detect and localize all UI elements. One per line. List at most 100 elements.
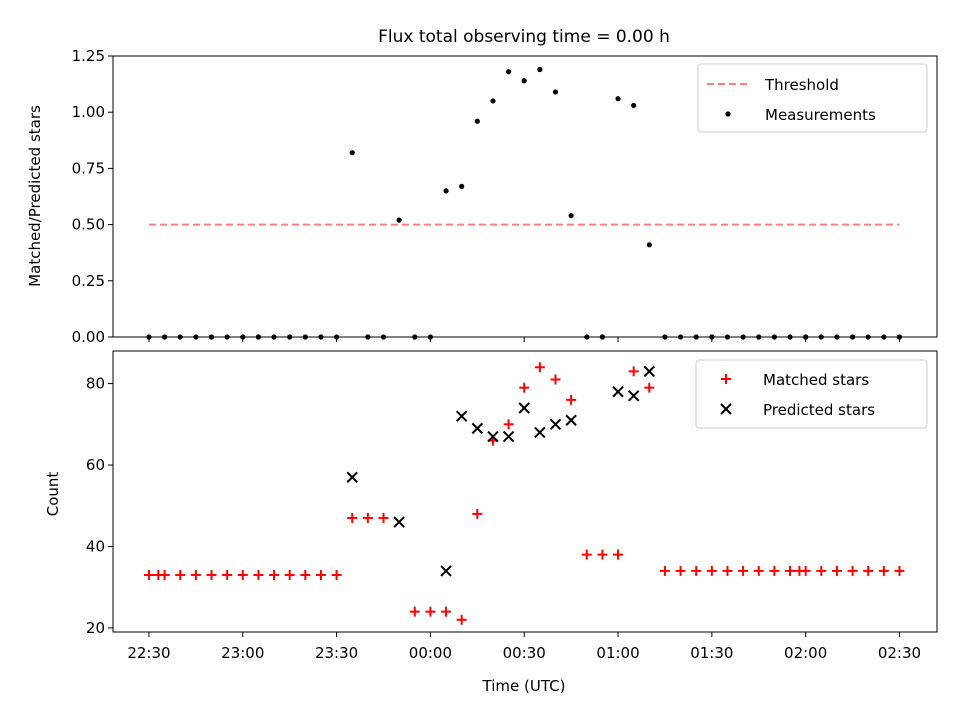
- matched-star-point: [362, 512, 373, 523]
- legend-measurements-label: Measurements: [765, 106, 876, 124]
- measurement-point: [365, 334, 371, 340]
- count-panel: 20 40 60 80 22:30 23:00 23:30 00:00 00:30 01:00 0…: [44, 350, 938, 695]
- ratio-y-axis: 0.00 0.25 0.50 0.75 1.00 1.25: [72, 47, 113, 346]
- measurement-point: [161, 334, 168, 340]
- measurement-point: [646, 242, 652, 248]
- ratio-legend: Threshold Measurements: [697, 63, 928, 133]
- measurement-point: [271, 334, 277, 340]
- matched-star-point: [628, 366, 639, 377]
- measurement-point: [662, 334, 668, 340]
- x-tick-label: 02:30: [878, 644, 921, 662]
- matched-star-point: [300, 569, 311, 580]
- matched-star-point: [347, 512, 358, 523]
- legend-threshold-label: Threshold: [764, 76, 839, 94]
- measurement-point: [896, 334, 903, 340]
- predicted-star-point: [487, 430, 499, 443]
- measurement-point: [193, 334, 199, 340]
- measurement-point: [490, 98, 496, 104]
- matched-stars-series: [143, 362, 905, 625]
- matched-star-point: [550, 374, 561, 385]
- measurement-point: [177, 334, 183, 340]
- ratio-y-tick-label: 1.00: [72, 103, 105, 121]
- x-tick-label: 02:00: [784, 644, 827, 662]
- measurement-point: [724, 334, 731, 340]
- matched-star-point: [441, 606, 452, 617]
- matched-star-point: [878, 565, 889, 576]
- matched-star-point: [753, 565, 764, 576]
- matched-star-point: [769, 565, 780, 576]
- predicted-star-point: [549, 418, 562, 431]
- predicted-star-point: [455, 410, 468, 422]
- measurement-point: [552, 89, 559, 95]
- count-x-axis: 22:30 23:00 23:30 00:00 00:30 01:00 01:30 02:00…: [127, 632, 921, 662]
- matched-star-point: [190, 569, 201, 580]
- measurement-point: [881, 334, 887, 340]
- legend-measurements-marker: [725, 111, 731, 117]
- measurement-point: [427, 334, 434, 340]
- measurement-point: [240, 334, 246, 340]
- measurement-point: [255, 334, 262, 340]
- matched-star-point: [675, 565, 686, 576]
- predicted-star-point: [518, 402, 530, 414]
- measurement-point: [380, 334, 387, 340]
- matched-star-point: [269, 569, 280, 580]
- count-y-tick-label: 80: [86, 375, 105, 393]
- ratio-y-label: Matched/Predicted stars: [26, 105, 44, 287]
- measurement-point: [709, 334, 715, 340]
- measurement-point: [865, 334, 871, 340]
- measurement-point: [537, 66, 543, 73]
- matched-star-point: [456, 614, 467, 625]
- measurement-point: [521, 78, 527, 84]
- matched-star-point: [863, 565, 874, 576]
- x-tick-label: 01:30: [690, 644, 733, 662]
- measurement-point: [287, 334, 293, 340]
- measurement-point: [318, 334, 324, 340]
- measurement-point: [412, 334, 418, 340]
- predicted-star-point: [346, 471, 358, 483]
- measurement-point: [349, 150, 355, 156]
- matched-star-point: [785, 565, 796, 576]
- matched-star-point: [237, 569, 248, 580]
- measurement-point: [615, 96, 621, 102]
- measurement-point: [756, 334, 762, 340]
- ratio-y-tick-label: 0.00: [72, 328, 105, 346]
- matched-star-point: [847, 565, 858, 576]
- measurement-point: [740, 334, 746, 340]
- ratio-y-tick-label: 0.25: [72, 272, 105, 290]
- count-y-tick-label: 60: [86, 456, 105, 474]
- measurement-point: [396, 217, 402, 223]
- matched-star-point: [800, 565, 811, 576]
- measurement-point: [771, 334, 777, 340]
- legend-matched-plus: [721, 374, 731, 384]
- x-axis-label: Time (UTC): [482, 677, 566, 695]
- matched-star-point: [253, 569, 264, 580]
- matched-star-point: [175, 569, 186, 580]
- x-tick-label: 23:30: [315, 644, 358, 662]
- count-legend: Matched stars Predicted stars: [695, 359, 928, 429]
- measurement-point: [146, 334, 152, 340]
- matched-star-point: [315, 569, 326, 580]
- predicted-stars-series: [346, 365, 656, 577]
- matched-star-point: [284, 569, 295, 580]
- predicted-star-point: [643, 365, 656, 378]
- predicted-star-point: [534, 426, 546, 439]
- predicted-star-point: [393, 516, 405, 528]
- measurement-point: [584, 334, 590, 340]
- matched-star-point: [534, 362, 545, 373]
- measurement-point: [631, 102, 637, 109]
- count-y-tick-label: 40: [86, 537, 105, 555]
- count-y-axis: 20 40 60 80: [86, 375, 113, 637]
- predicted-star-point: [502, 430, 515, 443]
- ratio-panel: 0.00 0.25 0.50 0.75 1.00 1.25 Matched/Predict…: [26, 47, 938, 346]
- matched-star-point: [425, 606, 436, 617]
- matched-star-point: [597, 549, 608, 560]
- measurement-point: [818, 334, 824, 340]
- measurement-point: [505, 69, 512, 75]
- matched-star-point: [566, 394, 577, 405]
- measurement-point: [333, 334, 340, 340]
- ratio-y-tick-label: 0.50: [72, 216, 105, 234]
- ratio-y-tick-label: 1.25: [72, 47, 105, 65]
- legend-predicted-marker: [720, 403, 732, 415]
- x-tick-label: 23:00: [221, 644, 264, 662]
- predicted-star-point: [565, 414, 577, 426]
